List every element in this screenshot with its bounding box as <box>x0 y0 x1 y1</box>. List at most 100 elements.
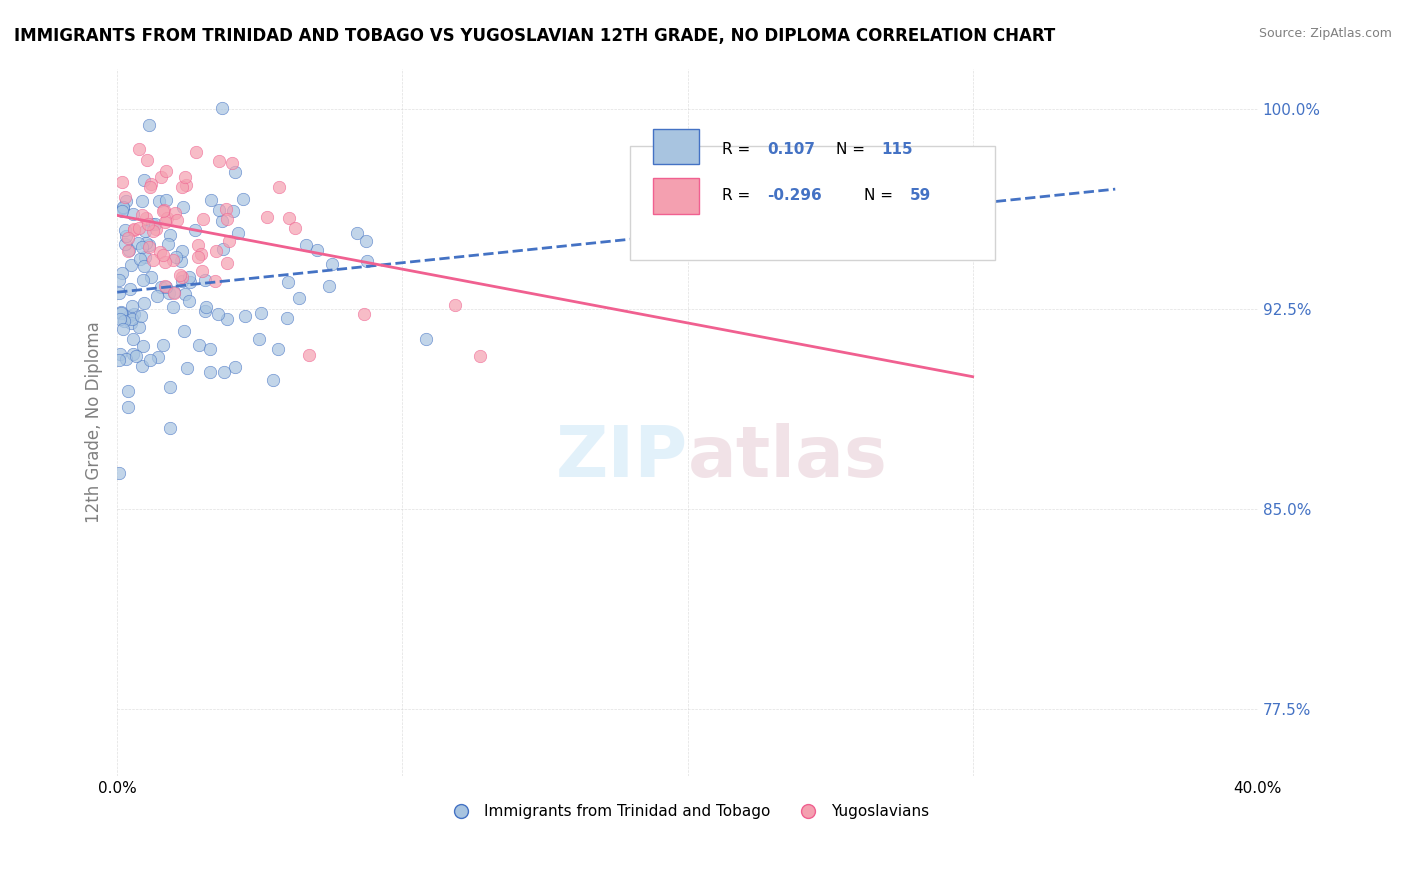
Point <box>276 310 298 325</box>
FancyBboxPatch shape <box>630 146 995 260</box>
Point <box>179 294 201 309</box>
Point <box>132 273 155 287</box>
Point <box>232 192 254 206</box>
Point <box>108 347 131 361</box>
Point <box>143 217 166 231</box>
Point <box>122 206 145 220</box>
Point <box>277 276 299 290</box>
Point <box>155 194 177 208</box>
Point <box>153 202 176 217</box>
Point <box>153 214 176 228</box>
Point <box>200 342 222 356</box>
Point <box>190 247 212 261</box>
Point <box>215 256 238 270</box>
Point <box>110 312 132 326</box>
Point <box>117 231 139 245</box>
Text: IMMIGRANTS FROM TRINIDAD AND TOBAGO VS YUGOSLAVIAN 12TH GRADE, NO DIPLOMA CORREL: IMMIGRANTS FROM TRINIDAD AND TOBAGO VS Y… <box>14 27 1056 45</box>
Point <box>194 273 217 287</box>
Point <box>194 304 217 318</box>
Point <box>262 373 284 387</box>
Text: 59: 59 <box>910 188 931 203</box>
Point <box>162 300 184 314</box>
Point <box>288 291 311 305</box>
Text: ZIP: ZIP <box>555 423 688 492</box>
Point <box>121 312 143 326</box>
Point <box>121 258 143 272</box>
Point <box>139 269 162 284</box>
Point <box>112 314 135 328</box>
Point <box>142 224 165 238</box>
Text: -0.296: -0.296 <box>768 188 823 203</box>
Point <box>200 193 222 207</box>
Point <box>256 211 278 225</box>
Point <box>114 190 136 204</box>
Point <box>186 145 208 159</box>
Point <box>122 222 145 236</box>
Point <box>208 153 231 168</box>
Point <box>134 250 156 264</box>
Point <box>118 243 141 257</box>
Point <box>191 264 214 278</box>
Point <box>318 279 340 293</box>
Point <box>111 200 134 214</box>
Point <box>124 223 146 237</box>
Point <box>145 222 167 236</box>
Point <box>173 324 195 338</box>
Text: 0.107: 0.107 <box>768 143 815 157</box>
Point <box>138 238 160 252</box>
Point <box>107 273 129 287</box>
Text: R =: R = <box>721 188 755 203</box>
Point <box>307 244 329 258</box>
Point <box>131 359 153 373</box>
Point <box>152 248 174 262</box>
Point <box>208 202 231 217</box>
Point <box>215 202 238 217</box>
Point <box>195 301 218 315</box>
Point <box>173 286 195 301</box>
Point <box>162 253 184 268</box>
Point <box>207 307 229 321</box>
Point <box>188 338 211 352</box>
Point <box>233 309 256 323</box>
Point <box>110 305 132 319</box>
Point <box>115 194 138 209</box>
Point <box>179 276 201 290</box>
Point <box>131 194 153 208</box>
Point <box>173 169 195 184</box>
Point <box>155 255 177 269</box>
Point <box>166 212 188 227</box>
Point <box>132 259 155 273</box>
Point <box>127 235 149 250</box>
Point <box>468 349 491 363</box>
Point <box>139 180 162 194</box>
Point <box>146 350 169 364</box>
Point <box>129 309 152 323</box>
Point <box>132 339 155 353</box>
Point <box>172 244 194 258</box>
Point <box>136 217 159 231</box>
Point <box>128 252 150 267</box>
Point <box>118 309 141 323</box>
Point <box>157 285 180 300</box>
Bar <box>654 178 699 213</box>
Point <box>346 226 368 240</box>
Point <box>111 175 134 189</box>
Point <box>222 203 245 218</box>
Point <box>165 206 187 220</box>
Point <box>117 400 139 414</box>
Point <box>200 365 222 379</box>
Point <box>148 194 170 209</box>
Point <box>117 244 139 258</box>
Point <box>152 203 174 218</box>
Point <box>159 421 181 435</box>
Point <box>122 332 145 346</box>
Point <box>136 153 159 168</box>
Point <box>353 307 375 321</box>
Text: N =: N = <box>865 188 898 203</box>
Y-axis label: 12th Grade, No Diploma: 12th Grade, No Diploma <box>86 321 103 524</box>
Point <box>224 359 246 374</box>
Point <box>152 338 174 352</box>
Point <box>138 118 160 132</box>
Point <box>415 332 437 346</box>
Point <box>121 347 143 361</box>
